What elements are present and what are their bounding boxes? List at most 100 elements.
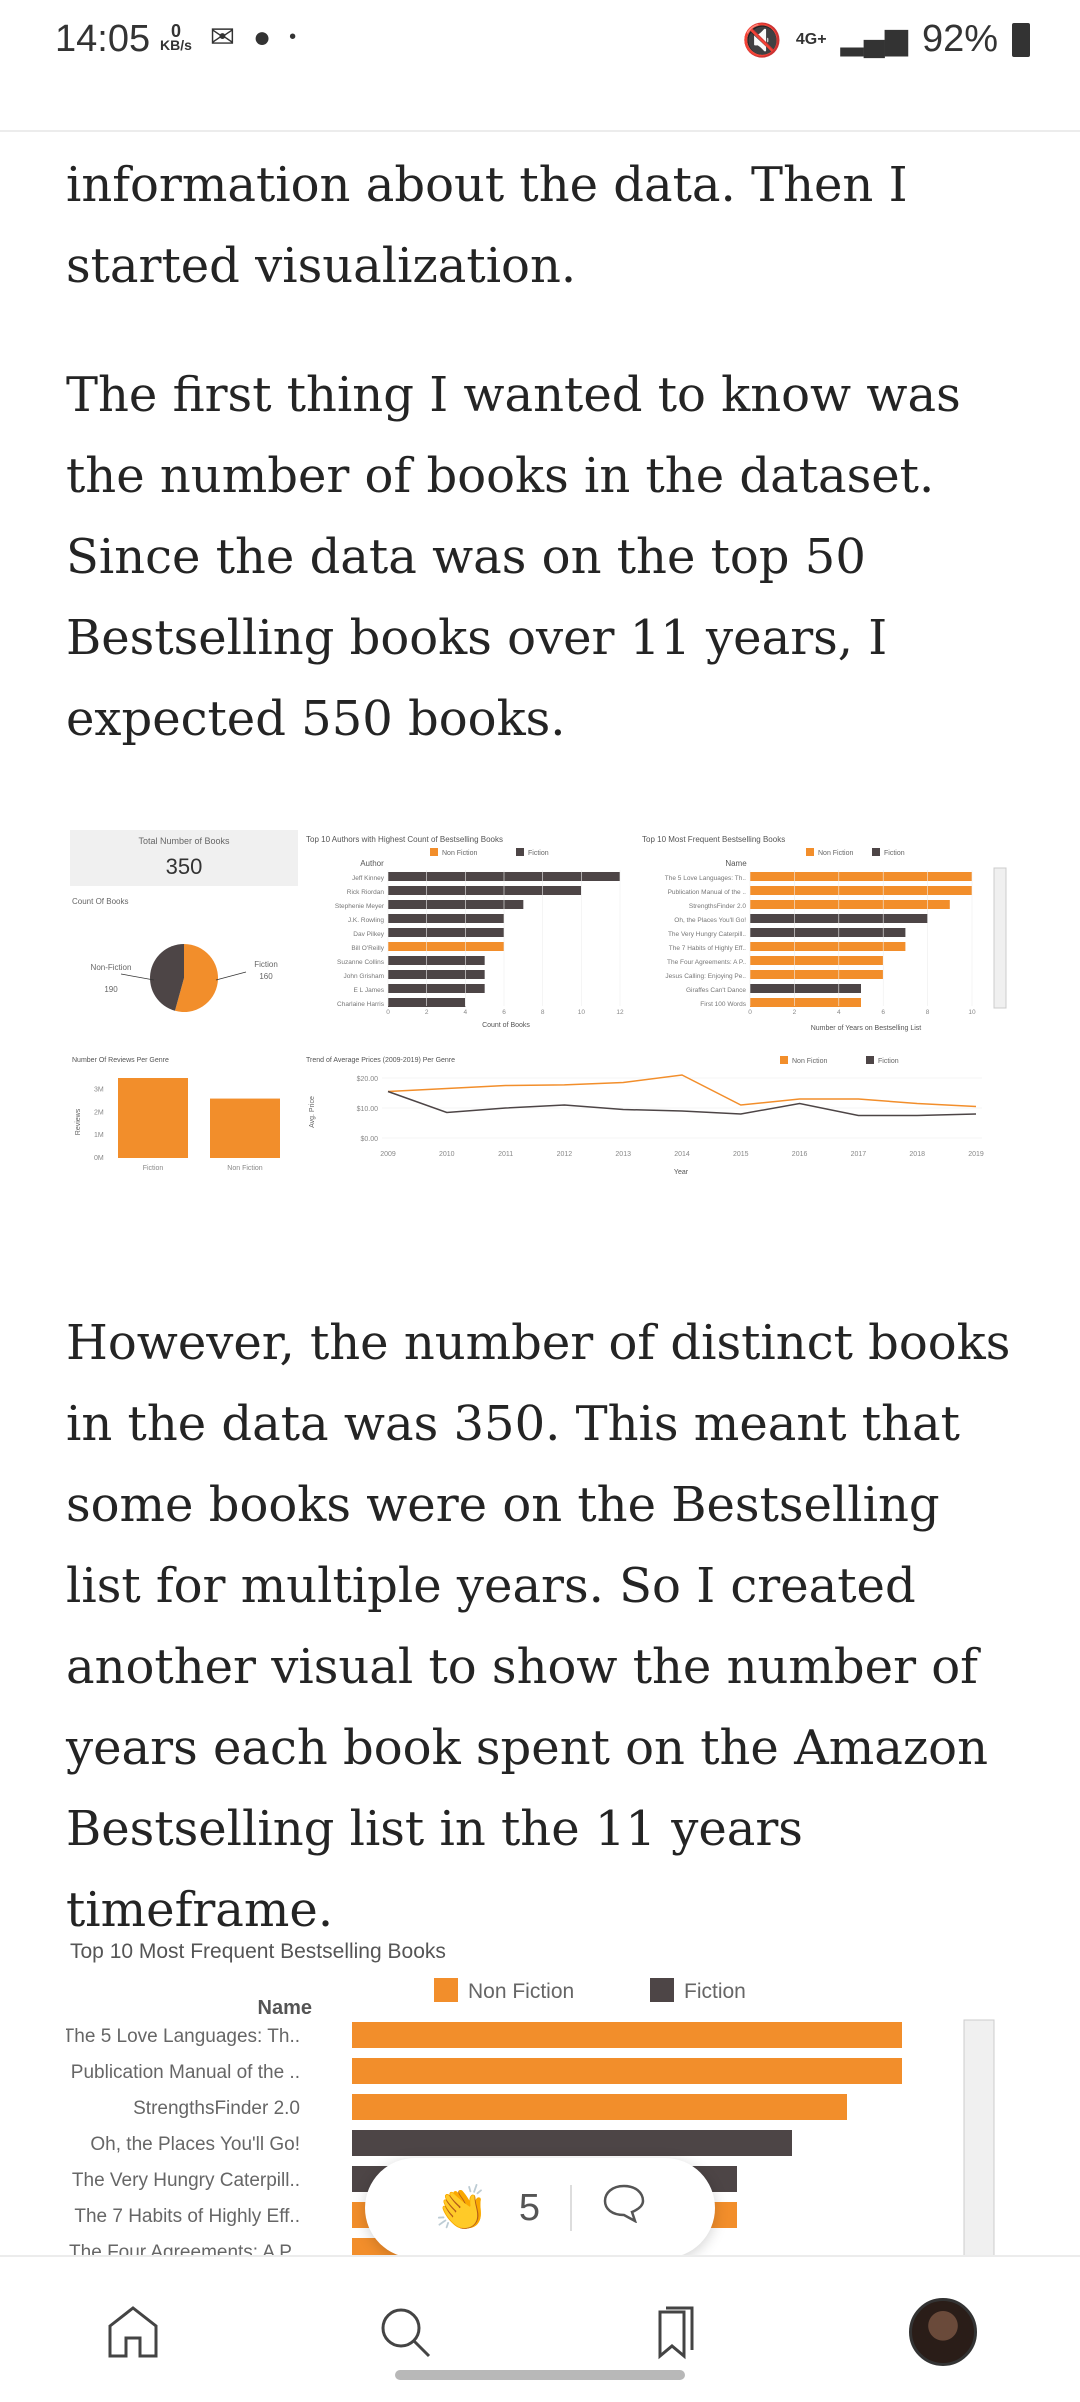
bar	[388, 914, 504, 923]
freq-axis-label: Number of Years on Bestselling List	[811, 1025, 922, 1032]
bar	[750, 998, 861, 1007]
battery-icon	[1012, 22, 1030, 57]
freq-bars: The 5 Love Languages: Th.. Publication Ma…	[665, 870, 976, 1016]
bar-label: Bill O'Reilly	[351, 945, 384, 952]
tick-label: 1M	[94, 1132, 104, 1139]
notification-icons: 0 KB/s ✉ ● •	[160, 20, 296, 55]
series-line	[387, 1090, 977, 1117]
tick-label: 2013	[615, 1151, 631, 1158]
tick-label: 10	[968, 1009, 976, 1016]
tick-label: 0	[748, 1009, 752, 1016]
tick-label: Fiction	[143, 1165, 164, 1172]
network-label: 4G+	[795, 30, 827, 48]
bar-label: Jesus Calling: Enjoying Pe..	[665, 973, 746, 980]
bar	[352, 2058, 902, 2084]
reviews-ylabel: Reviews	[75, 1108, 82, 1135]
tick-label: 2009	[380, 1151, 396, 1158]
pie-leader-line	[215, 971, 247, 981]
bar	[750, 872, 972, 881]
tick-label: 12	[616, 1009, 624, 1016]
tick-label: $0.00	[360, 1136, 378, 1143]
article-paragraph: However, the number of distinct books in…	[66, 1315, 1011, 1938]
tick-label: 4	[464, 1009, 468, 1016]
pie-slice	[150, 944, 184, 1011]
legend-nonfiction-2: Non Fiction	[818, 850, 854, 857]
home-icon[interactable]	[98, 2297, 168, 2367]
pie-chart	[120, 944, 247, 1012]
bar-label: J.K. Rowling	[348, 917, 385, 924]
bar	[210, 1098, 280, 1158]
chart2-legend-fiction-swatch	[650, 1978, 674, 2002]
tick-label: 2014	[674, 1151, 690, 1158]
bar	[388, 956, 485, 965]
bar-label: Giraffes Can't Dance	[686, 987, 746, 994]
freq-scrollbar[interactable]	[993, 867, 1007, 1009]
bar	[352, 2130, 792, 2156]
tick-label: 6	[881, 1009, 885, 1016]
legend-nonfiction-3: Non Fiction	[792, 1058, 828, 1065]
reviews-bars: 3M 2M 1M 0M Fiction Non Fiction	[94, 1078, 280, 1172]
trend-ylabel: Avg. Price	[309, 1096, 316, 1128]
bar-label: Charlaine Harris	[337, 1001, 385, 1008]
tick-label: 2012	[557, 1151, 573, 1158]
legend-fiction-swatch	[516, 848, 524, 856]
bar-label: John Grisham	[344, 973, 384, 980]
tick-label: 10	[578, 1009, 586, 1016]
bar-label: The 7 Habits of Highly Eff..	[669, 945, 746, 952]
total-box	[70, 830, 298, 886]
bar-label: StrengthsFinder 2.0	[689, 903, 746, 910]
frequent-books-image[interactable]: Top 10 Most Frequent Bestselling Books N…	[66, 1930, 1016, 2260]
dashboard-image[interactable]: Total Number of Books 350 Count Of Books…	[66, 822, 1016, 1182]
bar-label: Jeff Kinney	[352, 875, 385, 882]
tick-label: 2016	[792, 1151, 808, 1158]
legend-nonfiction-swatch-3	[780, 1056, 788, 1064]
chart2-legend-nonfiction-swatch	[434, 1978, 458, 2002]
pie-label-fiction: Fiction	[254, 960, 278, 969]
chart2-col-header: Name	[258, 1997, 312, 2019]
status-time: 14:05	[55, 18, 151, 60]
authors-axis-label: Count of Books	[482, 1022, 530, 1029]
tick-label: 8	[541, 1009, 545, 1016]
bar	[118, 1078, 188, 1158]
bar-label: Oh, the Places You'll Go!	[674, 917, 746, 924]
pie-title: Count Of Books	[72, 897, 128, 906]
data-speed-unit: KB/s	[160, 36, 192, 53]
bar-label: First 100 Words	[700, 1001, 747, 1008]
tick-label: 2018	[909, 1151, 925, 1158]
bar	[388, 928, 504, 937]
freq-col-header: Name	[725, 859, 747, 868]
bar	[750, 956, 884, 965]
chart2-scrollbar[interactable]	[963, 2019, 995, 2260]
bookmarks-icon[interactable]	[640, 2297, 710, 2367]
tick-label: 0M	[94, 1155, 104, 1162]
search-icon[interactable]	[370, 2297, 440, 2367]
article-paragraph: information about the data. Then I start…	[66, 157, 908, 294]
gesture-bar[interactable]	[395, 2370, 685, 2380]
tick-label: Non Fiction	[227, 1165, 263, 1172]
tick-label: 2M	[94, 1109, 104, 1116]
frequent-books-svg: Top 10 Most Frequent Bestselling Books N…	[66, 1940, 995, 2260]
pie-label-nonfiction: Non-Fiction	[91, 963, 132, 972]
bar	[750, 900, 950, 909]
battery-label: 92%	[921, 18, 998, 60]
bar-label: Stephenie Meyer	[335, 903, 385, 910]
legend-nonfiction-swatch	[430, 848, 438, 856]
legend-fiction-swatch-2	[872, 848, 880, 856]
dot-icon: •	[289, 26, 297, 48]
bar-label: Oh, the Places You'll Go!	[90, 2134, 300, 2155]
tick-label: 2015	[733, 1151, 749, 1158]
tick-label: $20.00	[357, 1076, 379, 1083]
tick-label: 8	[926, 1009, 930, 1016]
bar	[352, 2094, 847, 2120]
chart2-legend-fiction: Fiction	[684, 1980, 746, 2003]
tick-label: 2	[425, 1009, 429, 1016]
bar	[750, 970, 884, 979]
bar-label: Rick Riordan	[347, 889, 385, 896]
comment-icon[interactable]	[602, 2183, 646, 2233]
profile-avatar[interactable]	[908, 2297, 978, 2367]
pie-value-nonfiction: 190	[104, 985, 118, 994]
clap-icon[interactable]: 👏	[434, 2184, 489, 2233]
legend-fiction-swatch-3	[866, 1056, 874, 1064]
data-speed-value: 0	[170, 20, 181, 41]
trend-xlabel: Year	[674, 1169, 689, 1176]
